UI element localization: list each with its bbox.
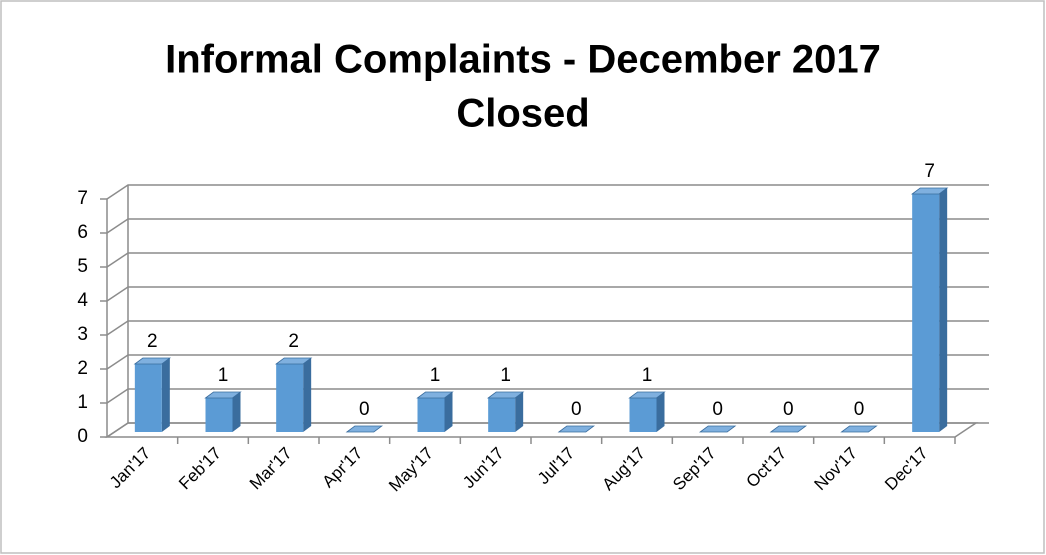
bar — [205, 398, 233, 432]
bar-side — [232, 392, 241, 432]
data-label: 0 — [854, 399, 865, 420]
data-label: 7 — [924, 161, 935, 182]
bar-side — [444, 392, 453, 432]
data-label: 1 — [218, 365, 229, 386]
bar-top — [486, 391, 525, 399]
y-tick-label: 5 — [77, 256, 88, 277]
y-tick-label: 1 — [77, 392, 88, 413]
bar — [417, 398, 445, 432]
bar — [276, 364, 304, 432]
bar-top — [416, 391, 454, 399]
data-label: 0 — [712, 399, 723, 420]
y-tick-label: 3 — [77, 324, 88, 345]
bar-side — [515, 392, 524, 432]
bar-side — [939, 188, 948, 432]
data-label: 1 — [642, 365, 653, 386]
bar-top — [769, 425, 808, 433]
data-label: 0 — [571, 399, 582, 420]
y-tick-label: 6 — [77, 222, 88, 243]
bar-top — [910, 187, 949, 195]
data-label: 2 — [147, 331, 158, 352]
data-label: 1 — [500, 365, 511, 386]
chart-title: Closed — [456, 92, 589, 136]
bar — [134, 364, 162, 432]
bar-top — [698, 425, 737, 433]
bar-top — [628, 391, 666, 399]
bar — [629, 398, 657, 432]
bar-side — [303, 358, 312, 432]
bar-top — [204, 391, 242, 399]
data-label: 0 — [783, 399, 794, 420]
y-tick-label: 4 — [77, 290, 88, 311]
bar-top — [133, 357, 172, 365]
bar — [488, 398, 516, 432]
data-label: 1 — [430, 365, 441, 386]
bar-side — [161, 358, 170, 432]
bar-top — [840, 425, 878, 433]
data-label: 0 — [359, 399, 370, 420]
y-tick-label: 0 — [77, 426, 88, 447]
y-tick-label: 2 — [77, 358, 88, 379]
bar — [912, 194, 940, 432]
data-label: 2 — [288, 331, 299, 352]
y-tick-label: 7 — [77, 188, 88, 209]
chart-title: Informal Complaints - December 2017 — [165, 38, 881, 82]
bar-top — [557, 425, 596, 433]
bar-top — [274, 357, 313, 365]
bar-top — [345, 425, 384, 433]
bar-side — [656, 392, 665, 432]
